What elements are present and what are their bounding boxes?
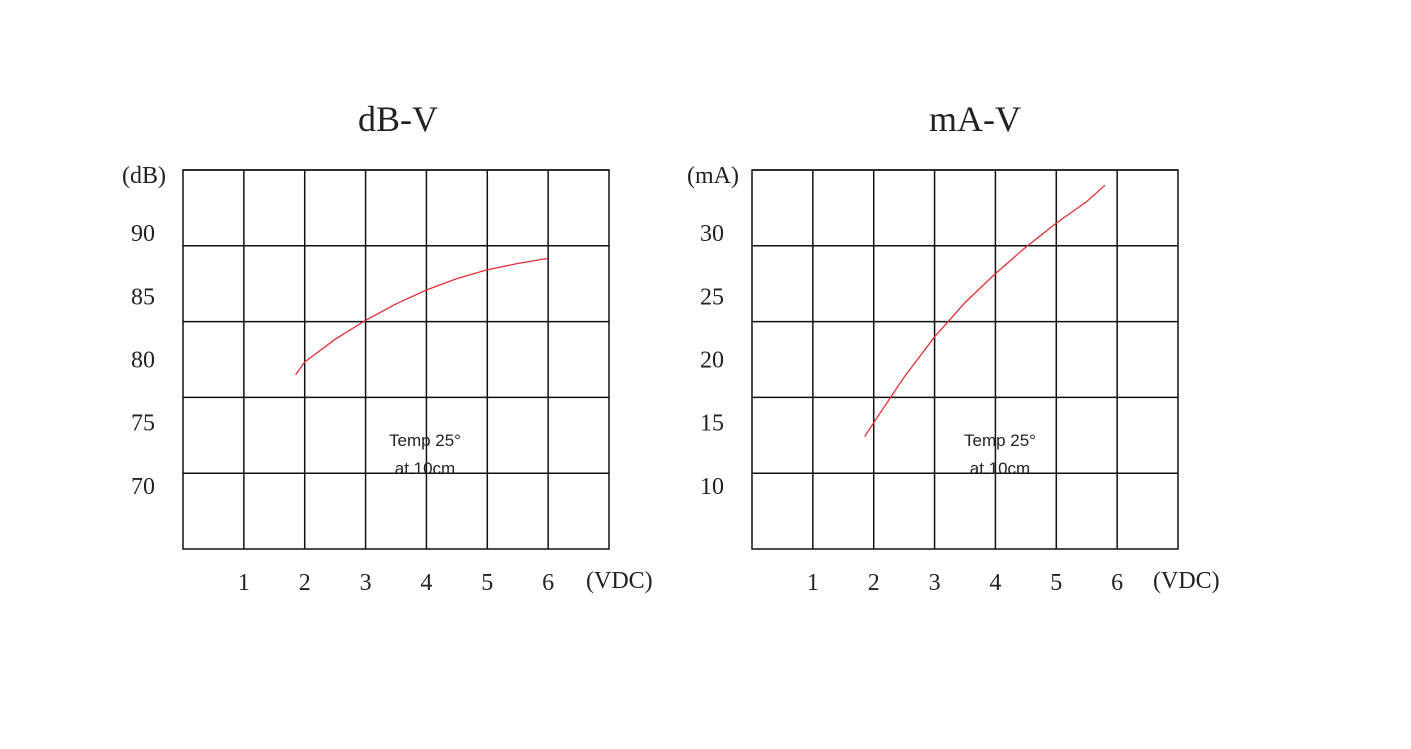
y-unit-label: (dB) (122, 163, 166, 189)
annotation-line-2: at 10cm (970, 459, 1030, 478)
x-tick-label: 2 (868, 570, 880, 596)
y-tick-labels: 90 85 80 75 70 (131, 221, 155, 500)
plot-frame (751, 169, 1179, 550)
y-unit-label: (mA) (687, 163, 739, 189)
x-tick-label: 2 (299, 570, 311, 596)
x-tick-label: 4 (420, 570, 432, 596)
x-tick-label: 3 (360, 570, 372, 596)
y-tick-label: 10 (700, 474, 724, 500)
y-tick-label: 75 (131, 411, 155, 437)
y-tick-label: 80 (131, 348, 155, 374)
grid (751, 169, 1179, 550)
series-line (295, 257, 549, 376)
y-tick-label: 90 (131, 221, 155, 247)
annotation-line-1: Temp 25° (964, 431, 1036, 450)
y-tick-label: 20 (700, 348, 724, 374)
chart-ma-v: mA-V (mA) (VDC) 30 25 20 15 10 1 2 3 4 5 6 Temp 2… (687, 99, 1220, 596)
series-lines (864, 184, 1106, 437)
annotation-line-1: Temp 25° (389, 431, 461, 450)
annotation-line-2: at 10cm (395, 459, 455, 478)
x-unit-label: (VDC) (586, 568, 653, 594)
x-tick-label: 5 (1050, 570, 1062, 596)
y-tick-label: 70 (131, 474, 155, 500)
x-tick-labels: 1 2 3 4 5 6 (807, 570, 1123, 596)
chart-title: mA-V (929, 99, 1021, 139)
x-tick-label: 6 (1111, 570, 1123, 596)
y-tick-label: 30 (700, 221, 724, 247)
x-tick-label: 5 (481, 570, 493, 596)
series-lines (295, 257, 549, 376)
x-tick-label: 3 (929, 570, 941, 596)
x-tick-label: 6 (542, 570, 554, 596)
y-tick-label: 15 (700, 411, 724, 437)
chart-db-v: dB-V (dB) (VDC) 90 85 80 75 70 1 2 3 4 5 6 Temp 2… (122, 99, 653, 596)
x-tick-label: 4 (989, 570, 1001, 596)
x-tick-label: 1 (807, 570, 819, 596)
x-tick-labels: 1 2 3 4 5 6 (238, 570, 554, 596)
y-tick-label: 85 (131, 284, 155, 310)
x-unit-label: (VDC) (1153, 568, 1220, 594)
y-tick-labels: 30 25 20 15 10 (700, 221, 724, 500)
grid (182, 169, 610, 550)
y-tick-label: 25 (700, 284, 724, 310)
x-tick-label: 1 (238, 570, 250, 596)
series-line (864, 184, 1106, 437)
chart-title: dB-V (358, 99, 438, 139)
plot-frame (182, 169, 610, 550)
